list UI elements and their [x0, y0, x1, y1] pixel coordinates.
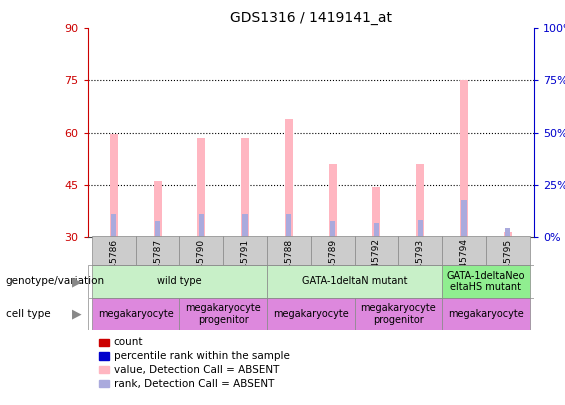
- Bar: [311, 236, 354, 265]
- Text: GSM45791: GSM45791: [241, 239, 250, 288]
- Text: GSM45794: GSM45794: [459, 239, 468, 288]
- Bar: [180, 298, 267, 330]
- Text: GSM45792: GSM45792: [372, 239, 381, 288]
- Text: GSM45795: GSM45795: [503, 239, 512, 288]
- Bar: [267, 298, 354, 330]
- Bar: [442, 298, 529, 330]
- Text: ▶: ▶: [72, 275, 82, 288]
- Bar: [418, 220, 423, 237]
- Bar: [110, 134, 118, 237]
- Bar: [92, 265, 267, 298]
- Bar: [442, 265, 529, 298]
- Bar: [354, 236, 398, 265]
- Text: GSM45787: GSM45787: [153, 239, 162, 288]
- Bar: [486, 236, 529, 265]
- Bar: [241, 138, 249, 237]
- Text: rank, Detection Call = ABSENT: rank, Detection Call = ABSENT: [114, 379, 274, 388]
- Text: cell type: cell type: [6, 309, 50, 319]
- Text: GATA-1deltaNeo
eltaHS mutant: GATA-1deltaNeo eltaHS mutant: [446, 271, 525, 292]
- Bar: [111, 214, 116, 237]
- Text: genotype/variation: genotype/variation: [6, 277, 105, 286]
- Bar: [92, 298, 180, 330]
- Bar: [374, 223, 379, 237]
- Bar: [285, 119, 293, 237]
- Text: GATA-1deltaN mutant: GATA-1deltaN mutant: [302, 277, 407, 286]
- Text: count: count: [114, 337, 143, 347]
- Text: GSM45793: GSM45793: [416, 239, 425, 288]
- Text: GSM45790: GSM45790: [197, 239, 206, 288]
- Text: percentile rank within the sample: percentile rank within the sample: [114, 351, 289, 361]
- Text: ▶: ▶: [72, 307, 82, 320]
- Bar: [155, 221, 160, 237]
- Bar: [223, 236, 267, 265]
- Bar: [197, 138, 205, 237]
- Bar: [267, 265, 442, 298]
- Bar: [504, 232, 512, 237]
- Bar: [199, 214, 204, 237]
- Bar: [354, 298, 442, 330]
- Title: GDS1316 / 1419141_at: GDS1316 / 1419141_at: [230, 11, 392, 25]
- Text: value, Detection Call = ABSENT: value, Detection Call = ABSENT: [114, 365, 279, 375]
- Bar: [136, 236, 180, 265]
- Bar: [286, 214, 292, 237]
- Bar: [92, 236, 136, 265]
- Bar: [329, 164, 337, 237]
- Bar: [460, 81, 468, 237]
- Bar: [242, 214, 247, 237]
- Text: GSM45788: GSM45788: [284, 239, 293, 288]
- Bar: [180, 236, 223, 265]
- Bar: [442, 236, 486, 265]
- Text: megakaryocyte
progenitor: megakaryocyte progenitor: [185, 303, 261, 325]
- Text: megakaryocyte: megakaryocyte: [448, 309, 524, 319]
- Bar: [372, 187, 380, 237]
- Text: wild type: wild type: [157, 277, 202, 286]
- Bar: [330, 221, 335, 237]
- Bar: [505, 228, 510, 237]
- Bar: [398, 236, 442, 265]
- Text: megakaryocyte
progenitor: megakaryocyte progenitor: [360, 303, 436, 325]
- Text: GSM45789: GSM45789: [328, 239, 337, 288]
- Text: megakaryocyte: megakaryocyte: [273, 309, 349, 319]
- Bar: [267, 236, 311, 265]
- Bar: [154, 181, 162, 237]
- Bar: [461, 200, 467, 237]
- Bar: [416, 164, 424, 237]
- Text: GSM45786: GSM45786: [110, 239, 118, 288]
- Text: megakaryocyte: megakaryocyte: [98, 309, 173, 319]
